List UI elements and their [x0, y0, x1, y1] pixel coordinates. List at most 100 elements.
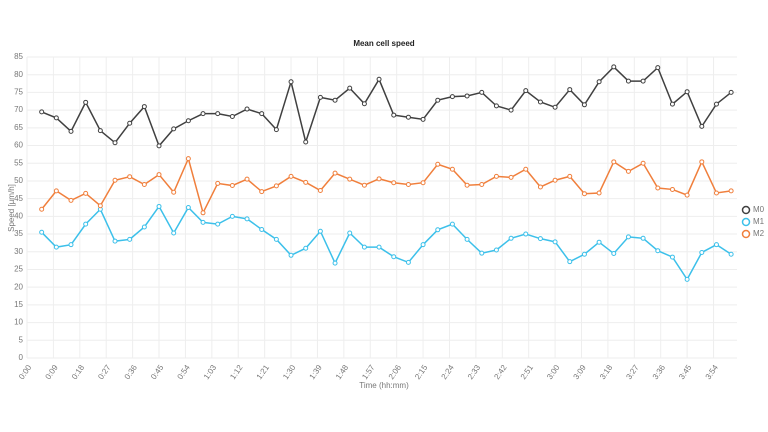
data-point	[508, 107, 514, 113]
data-point	[200, 210, 206, 216]
data-point	[611, 64, 617, 70]
data-point	[229, 213, 235, 219]
x-tick-label: 1:03	[202, 363, 219, 381]
legend-label: M2	[753, 229, 765, 238]
y-tick-label: 50	[14, 176, 23, 185]
data-point	[684, 276, 690, 282]
x-axis-label: Time (hh:mm)	[359, 381, 409, 390]
data-point	[156, 143, 162, 149]
x-tick-label: 3:27	[624, 363, 641, 381]
data-point	[53, 115, 59, 121]
data-point	[112, 238, 118, 244]
y-tick-label: 70	[14, 105, 23, 114]
data-point	[713, 242, 719, 248]
data-point	[171, 126, 177, 132]
data-point	[537, 184, 543, 190]
data-point	[97, 128, 103, 134]
x-tick-label: 1:39	[308, 363, 325, 381]
data-point	[523, 166, 529, 172]
data-point	[728, 188, 734, 194]
data-point	[244, 176, 250, 182]
data-point	[699, 159, 705, 165]
x-tick-label: 3:18	[598, 363, 615, 381]
x-tick-label: 1:57	[360, 363, 377, 381]
data-point	[405, 114, 411, 120]
x-tick-label: 0:36	[123, 363, 140, 381]
data-point	[53, 244, 59, 250]
y-tick-label: 30	[14, 247, 23, 256]
series-line	[41, 156, 732, 215]
data-point	[684, 192, 690, 198]
data-point	[215, 221, 221, 227]
data-point	[303, 179, 309, 185]
data-point	[39, 229, 45, 235]
data-point	[464, 182, 470, 188]
data-point	[317, 94, 323, 100]
data-point	[655, 248, 661, 254]
y-tick-label: 65	[14, 123, 23, 132]
data-point	[625, 234, 631, 240]
data-point	[625, 78, 631, 84]
data-point	[127, 174, 133, 180]
data-point	[376, 176, 382, 182]
data-point	[552, 104, 558, 110]
y-tick-label: 55	[14, 158, 23, 167]
data-point	[332, 97, 338, 103]
data-point	[640, 78, 646, 84]
y-tick-label: 45	[14, 194, 23, 203]
data-point	[567, 173, 573, 179]
data-point	[669, 254, 675, 260]
data-point	[347, 85, 353, 91]
data-point	[537, 236, 543, 242]
data-point	[728, 251, 734, 257]
y-tick-label: 15	[14, 300, 23, 309]
data-point	[141, 224, 147, 230]
y-tick-label: 60	[14, 141, 23, 150]
legend-marker	[741, 229, 751, 239]
data-point	[713, 101, 719, 107]
x-tick-label: 1:48	[334, 363, 351, 381]
chart-title: Mean cell speed	[353, 39, 414, 48]
data-point	[332, 260, 338, 266]
data-point	[479, 89, 485, 95]
x-tick-label: 2:42	[492, 363, 509, 381]
data-point	[567, 259, 573, 265]
data-point	[581, 102, 587, 108]
data-point	[361, 101, 367, 107]
x-tick-label: 2:15	[413, 363, 430, 381]
data-point	[127, 236, 133, 242]
x-tick-label: 3:36	[651, 363, 668, 381]
data-point	[508, 235, 514, 241]
data-point	[347, 230, 353, 236]
data-point	[655, 185, 661, 191]
series-line	[41, 205, 732, 281]
data-point	[699, 123, 705, 129]
data-point	[420, 242, 426, 248]
data-point	[596, 190, 602, 196]
y-tick-label: 85	[14, 52, 23, 61]
legend-marker	[741, 205, 751, 215]
y-tick-label: 5	[19, 335, 24, 344]
data-point	[83, 190, 89, 196]
data-point	[200, 219, 206, 225]
data-point	[449, 221, 455, 227]
data-point	[405, 181, 411, 187]
data-point	[244, 216, 250, 222]
data-point	[185, 205, 191, 210]
data-point	[596, 79, 602, 85]
data-point	[391, 112, 397, 118]
data-point	[97, 203, 103, 209]
data-point	[391, 254, 397, 260]
data-point	[112, 177, 118, 183]
x-tick-label: 1:12	[228, 363, 245, 381]
data-point	[229, 183, 235, 189]
data-point	[508, 174, 514, 180]
data-point	[435, 227, 441, 233]
y-tick-label: 35	[14, 229, 23, 238]
x-tick-label: 0:00	[17, 363, 34, 381]
data-point	[68, 242, 74, 248]
y-tick-label: 40	[14, 211, 23, 220]
data-point	[640, 160, 646, 166]
data-point	[464, 93, 470, 99]
x-tick-label: 0:09	[43, 363, 60, 381]
